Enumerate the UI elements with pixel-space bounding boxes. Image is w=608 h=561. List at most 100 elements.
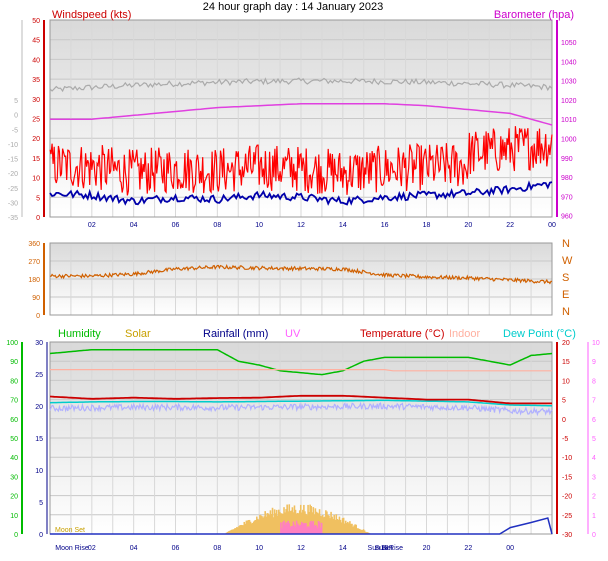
legend-label: Temperature (°C) [360,328,444,340]
solar-bar [229,530,232,534]
uv-tick-label: 5 [592,436,596,443]
uv-bar [290,525,293,534]
solar-bar [358,528,361,534]
dew-point-noise-line [49,401,553,417]
temperature-tick-label: -35 [8,215,18,222]
solar-bar [363,530,366,534]
solar-bar [272,517,275,534]
solar-bar [284,512,286,534]
solar-bar [344,520,347,534]
direction-tick-label: 270 [28,259,40,266]
temperature-tick-label: 15 [562,359,570,366]
x-axis-label: 18 [381,545,389,552]
humidity-tick-label: 0 [14,532,18,539]
uv-tick-label: 8 [592,378,596,385]
uv-bar [282,521,284,534]
solar-bar [228,530,231,534]
solar-bar [362,529,365,534]
uv-tick-label: 4 [592,455,596,462]
direction-tick-label: 180 [28,277,40,284]
uv-tick-label: 7 [592,398,596,405]
x-tick-label: 14 [339,222,347,229]
compass-label: W [562,255,573,267]
solar-bar [249,521,252,534]
temperature-tick-label: -10 [562,455,572,462]
wind-panel-series [49,77,553,206]
direction-tick-label: 90 [32,295,40,302]
solar-bar [233,529,235,534]
solar-bar [315,511,318,534]
direction-series [49,264,553,285]
humidity-panel-series [49,348,553,535]
solar-bar [235,528,237,534]
solar-bar [254,519,257,534]
uv-bar [313,525,316,534]
legend-label: Dew Point (°C) [503,328,576,340]
dew-point-line [49,399,552,407]
uv-bar [314,524,317,534]
solar-bar [264,511,266,534]
uv-bar [301,521,303,534]
solar-bar [350,523,352,534]
solar-bar [335,514,338,534]
temperature-tick-label: -30 [562,532,572,539]
uv-bar [304,523,306,534]
solar-bar [293,505,296,534]
windspeed-tick-label: 25 [32,117,40,124]
solar-bar [227,531,230,534]
humidity-panel-axes: 1009080706050403020100302520151050201510… [6,340,600,539]
rainfall-tick-label: 0 [39,532,43,539]
windspeed-tick-label: 5 [36,195,40,202]
uv-bar [309,521,311,534]
solar-bar [339,519,342,534]
temperature-trace [49,77,553,93]
solar-bar [331,516,333,534]
solar-bar [263,516,265,534]
humidity-tick-label: 80 [10,378,18,385]
solar-bar [355,524,357,534]
uv-bar [294,526,297,534]
solar-bar [334,519,337,534]
solar-bar [359,529,362,534]
humidity-tick-label: 20 [10,494,18,501]
uv-bar [295,520,298,534]
solar-bar [276,515,279,534]
solar-bar [307,504,309,534]
solar-bar [313,514,316,534]
temperature-tick-label: -5 [12,127,18,134]
solar-bar [244,523,247,534]
solar-bar [319,515,322,534]
solar-bar [324,516,326,534]
uv-bar [288,523,291,534]
barometer-tick-label: 1050 [561,40,577,47]
solar-bar [356,528,359,534]
solar-bar [299,504,302,534]
solar-bar [349,521,351,534]
uv-tick-label: 10 [592,340,600,347]
solar-bar [248,519,251,534]
x-tick-label: 18 [423,222,431,229]
x-tick-label: 20 [464,222,472,229]
solar-bar [265,516,268,534]
windspeed-tick-label: 0 [36,215,40,222]
solar-bar [294,509,297,534]
x-axis-label: 14 [339,545,347,552]
solar-bar [348,523,350,534]
uv-tick-label: 1 [592,513,596,520]
temperature-tick-label: 0 [14,113,18,120]
temperature-tick-label: 0 [562,417,566,424]
solar-bar [245,520,248,534]
barometer-tick-label: 1020 [561,98,577,105]
humidity-tick-label: 50 [10,436,18,443]
uv-bar [303,523,305,534]
temperature-tick-label: -30 [8,200,18,207]
x-axis-label: 20 [423,545,431,552]
solar-bar [337,519,340,534]
windspeed-axis: 5045403530252015105050-5-10-15-20-25-30-… [8,18,45,222]
legend-label: UV [285,328,301,340]
temperature-tick-label: -20 [562,494,572,501]
solar-bar [298,510,301,534]
solar-bar [342,517,345,534]
